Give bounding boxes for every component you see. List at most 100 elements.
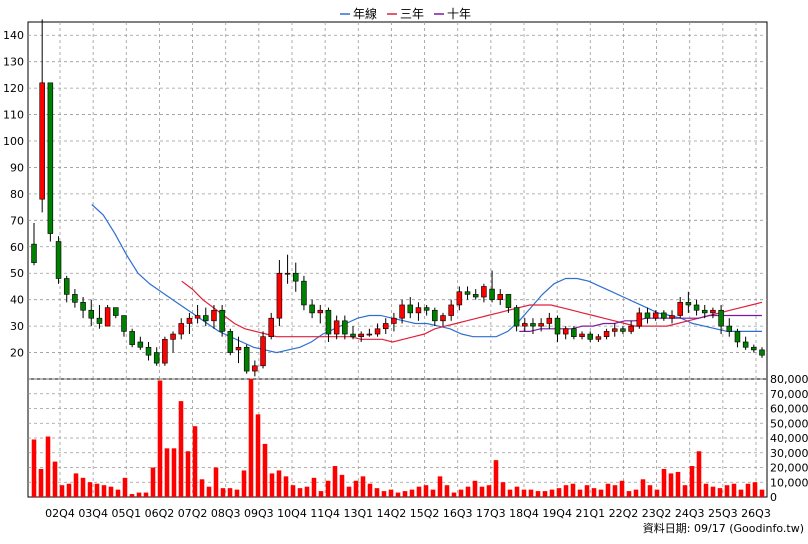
candle-body-36: [325, 309, 332, 335]
candle-body-59: [513, 307, 520, 327]
candle-body-11: [121, 315, 127, 332]
volume-bar-43: [332, 466, 338, 497]
price-tick-2: 40: [10, 294, 24, 307]
volume-bar-76: [563, 485, 569, 497]
candle-body-73: [628, 325, 634, 332]
candle-body-30: [276, 272, 283, 319]
volume-bar-68: [507, 489, 513, 497]
volume-bar-18: [157, 380, 163, 497]
volume-bar-95: [696, 451, 702, 497]
price-panel: [27, 21, 768, 380]
volume-bar-51: [388, 489, 394, 497]
candle-body-3: [55, 241, 62, 279]
volume-bar-38: [297, 488, 303, 497]
candle-body-50: [440, 315, 446, 322]
candle-body-63: [546, 317, 553, 324]
candle-body-41: [366, 333, 373, 336]
candle-body-35: [317, 309, 324, 314]
volume-bar-8: [87, 482, 93, 497]
candle-body-0: [31, 243, 37, 263]
x-tick-12: 16Q3: [443, 507, 473, 520]
candle-body-82: [701, 309, 708, 314]
volume-bar-82: [605, 483, 611, 497]
candle-body-83: [710, 309, 716, 314]
volume-bar-17: [150, 467, 156, 497]
candle-body-85: [726, 325, 733, 332]
volume-bar-1: [38, 468, 44, 497]
grid-lines: [28, 22, 767, 497]
candle-body-57: [497, 294, 504, 300]
candle-body-72: [620, 328, 626, 332]
candle-body-34: [309, 304, 315, 314]
candle-body-16: [162, 339, 168, 364]
candle-body-10: [113, 307, 119, 316]
volume-bar-92: [675, 471, 681, 497]
x-tick-0: 02Q4: [45, 507, 75, 520]
volume-bar-49: [374, 488, 380, 497]
volume-bar-44: [339, 474, 345, 497]
candle-body-14: [145, 346, 152, 356]
volume-bar-29: [234, 489, 240, 497]
candle-body-88: [751, 346, 757, 351]
volume-bar-35: [276, 470, 282, 497]
candle-body-31: [284, 272, 291, 275]
volume-bar-15: [136, 492, 142, 497]
price-tick-3: 50: [10, 267, 24, 280]
candle-body-32: [292, 272, 299, 282]
candle-body-87: [742, 341, 749, 348]
candle-body-49: [432, 309, 438, 322]
volume-bar-89: [654, 489, 660, 497]
volume-bar-64: [479, 486, 485, 497]
volume-bar-42: [325, 480, 331, 497]
candle-body-43: [382, 323, 389, 330]
volume-bar-34: [269, 473, 275, 497]
x-tick-10: 14Q2: [377, 507, 407, 520]
price-tick-1: 30: [10, 320, 24, 333]
volume-bar-63: [472, 480, 478, 497]
candle-body-76: [652, 312, 659, 319]
volume-bar-19: [164, 448, 170, 497]
candle-body-20: [194, 315, 201, 319]
volume-bar-67: [500, 482, 506, 497]
volume-bar-46: [353, 480, 359, 497]
candle-body-28: [260, 336, 266, 367]
volume-tick-8: 80,000: [770, 373, 808, 386]
volume-bar-11: [108, 486, 114, 497]
volume-bar-33: [262, 443, 268, 497]
x-tick-11: 15Q2: [410, 507, 440, 520]
candle-body-33: [301, 280, 307, 306]
candle-body-38: [342, 320, 348, 335]
x-tick-19: 24Q3: [675, 507, 705, 520]
candle-body-61: [530, 323, 536, 327]
candle-body-80: [685, 302, 692, 306]
candle-body-47: [415, 307, 422, 314]
volume-bar-84: [619, 480, 625, 497]
x-tick-6: 09Q3: [244, 507, 274, 520]
candle-body-2: [47, 82, 54, 234]
x-tick-7: 10Q4: [277, 507, 307, 520]
volume-bar-88: [647, 485, 653, 497]
volume-bar-2: [45, 436, 51, 497]
volume-bar-85: [626, 491, 632, 497]
volume-bar-10: [101, 485, 107, 497]
volume-bar-48: [367, 483, 373, 497]
candle-body-45: [399, 304, 405, 319]
x-tick-5: 08Q3: [211, 507, 241, 520]
candle-body-54: [472, 294, 479, 298]
candle-body-29: [268, 317, 274, 337]
volume-bar-86: [633, 489, 639, 497]
candle-body-74: [636, 312, 643, 327]
volume-bar-74: [549, 489, 555, 497]
volume-bar-70: [521, 489, 527, 497]
volume-bar-27: [220, 488, 226, 497]
candle-body-64: [554, 317, 561, 335]
price-tick-8: 100: [3, 135, 24, 148]
volume-bar-13: [122, 477, 128, 497]
volume-bar-9: [94, 483, 100, 497]
candle-body-71: [612, 328, 618, 332]
volume-tick-3: 30,000: [770, 447, 808, 460]
x-tick-8: 11Q4: [310, 507, 340, 520]
candle-body-56: [489, 288, 495, 300]
x-tick-13: 17Q3: [476, 507, 506, 520]
volume-bar-39: [304, 486, 310, 497]
